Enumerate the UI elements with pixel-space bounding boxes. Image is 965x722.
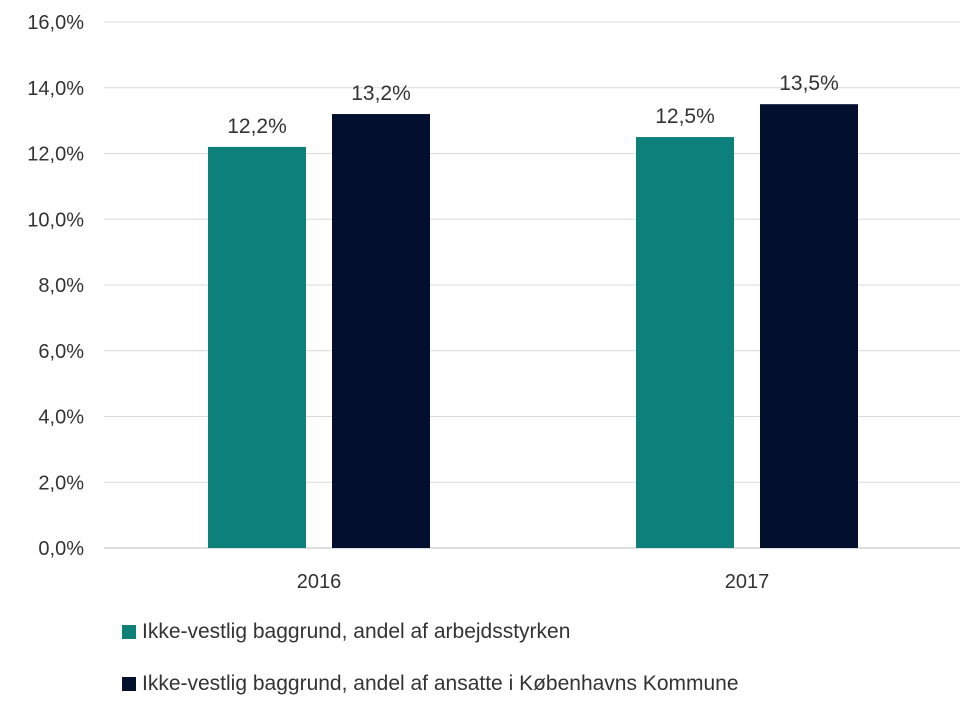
bar-chart: 0,0% 2,0% 4,0% 6,0% 8,0% 10,0% 12,0% 14,0% 16,0%… <box>27 12 960 593</box>
legend: Ikke-vestlig baggrund, andel af arbejdss… <box>122 618 739 722</box>
x-tick-label-2017: 2017 <box>725 571 770 593</box>
legend-label-labor-force: Ikke-vestlig baggrund, andel af arbejdss… <box>142 620 571 643</box>
x-tick-label-2016: 2016 <box>297 571 342 593</box>
y-tick-label: 16,0% <box>27 12 84 34</box>
y-tick-label: 10,0% <box>27 209 84 231</box>
x-axis: 2016 2017 <box>297 571 770 593</box>
bar-2017-series-1 <box>636 137 734 548</box>
data-label-2016-series-1: 12,2% <box>227 115 287 138</box>
bar-2016-series-2 <box>332 114 430 549</box>
y-axis: 0,0% 2,0% 4,0% 6,0% 8,0% 10,0% 12,0% 14,0% 16,0% <box>27 12 84 560</box>
legend-swatch-municipal-employees <box>122 677 136 691</box>
data-label-2017-series-1: 12,5% <box>655 105 715 128</box>
y-tick-label: 8,0% <box>38 275 84 297</box>
y-tick-label: 12,0% <box>27 144 84 166</box>
y-tick-label: 4,0% <box>38 407 84 429</box>
legend-item-municipal-employees: Ikke-vestlig baggrund, andel af ansatte … <box>122 670 739 698</box>
data-label-2017-series-2: 13,5% <box>779 72 839 95</box>
legend-item-labor-force: Ikke-vestlig baggrund, andel af arbejdss… <box>122 618 739 646</box>
y-tick-label: 6,0% <box>38 341 84 363</box>
data-labels: 12,2% 13,2% 12,5% 13,5% <box>227 72 839 138</box>
bar-2017-series-2 <box>760 104 858 548</box>
bars <box>208 104 858 549</box>
bar-2016-series-1 <box>208 146 306 549</box>
y-tick-label: 2,0% <box>38 472 84 494</box>
data-label-2016-series-2: 13,2% <box>351 82 411 105</box>
y-tick-label: 0,0% <box>38 538 84 560</box>
legend-label-municipal-employees: Ikke-vestlig baggrund, andel af ansatte … <box>142 672 739 695</box>
y-tick-label: 14,0% <box>27 78 84 100</box>
legend-swatch-labor-force <box>122 625 136 639</box>
